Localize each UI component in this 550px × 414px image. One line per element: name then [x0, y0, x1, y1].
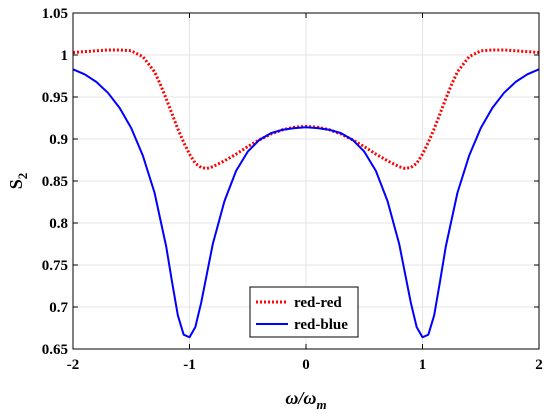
legend-box [249, 286, 359, 338]
y-axis-title-sub: 2 [15, 173, 30, 180]
x-tick-label: -1 [183, 357, 196, 373]
series-layer [72, 48, 540, 339]
legend: red-red red-blue [249, 286, 359, 338]
y-tick-label: 0.75 [42, 258, 68, 274]
y-tick-label: 1 [61, 48, 69, 64]
y-tick-label: 0.8 [49, 216, 68, 232]
y-axis-title-main: S [6, 179, 26, 189]
y-axis-title: S2 [6, 173, 30, 190]
x-axis-title: ω/ωm [285, 388, 326, 412]
x-tick-label: 1 [419, 357, 427, 373]
series-line-red-blue [72, 68, 540, 339]
x-tick-label: 2 [535, 357, 543, 373]
y-tick-label: 0.7 [49, 300, 68, 316]
y-tick-label: 0.95 [42, 90, 68, 106]
y-tick-label: 0.9 [49, 132, 68, 148]
y-tick-label: 1.05 [42, 6, 68, 22]
x-tick-label: 0 [302, 357, 310, 373]
x-axis-title-sub: m [316, 397, 326, 412]
x-axis-title-main: ω/ω [285, 388, 316, 408]
ticks: -2 -1 0 1 2 0.65 0.7 0.75 0.8 0.85 0.9 0.95 1 1.05 [42, 6, 543, 373]
y-tick-label: 0.85 [42, 174, 68, 190]
y-tick-label: 0.65 [42, 342, 68, 358]
legend-label-red-red: red-red [294, 295, 342, 311]
legend-label-red-blue: red-blue [294, 317, 348, 333]
x-tick-label: -2 [67, 357, 80, 373]
